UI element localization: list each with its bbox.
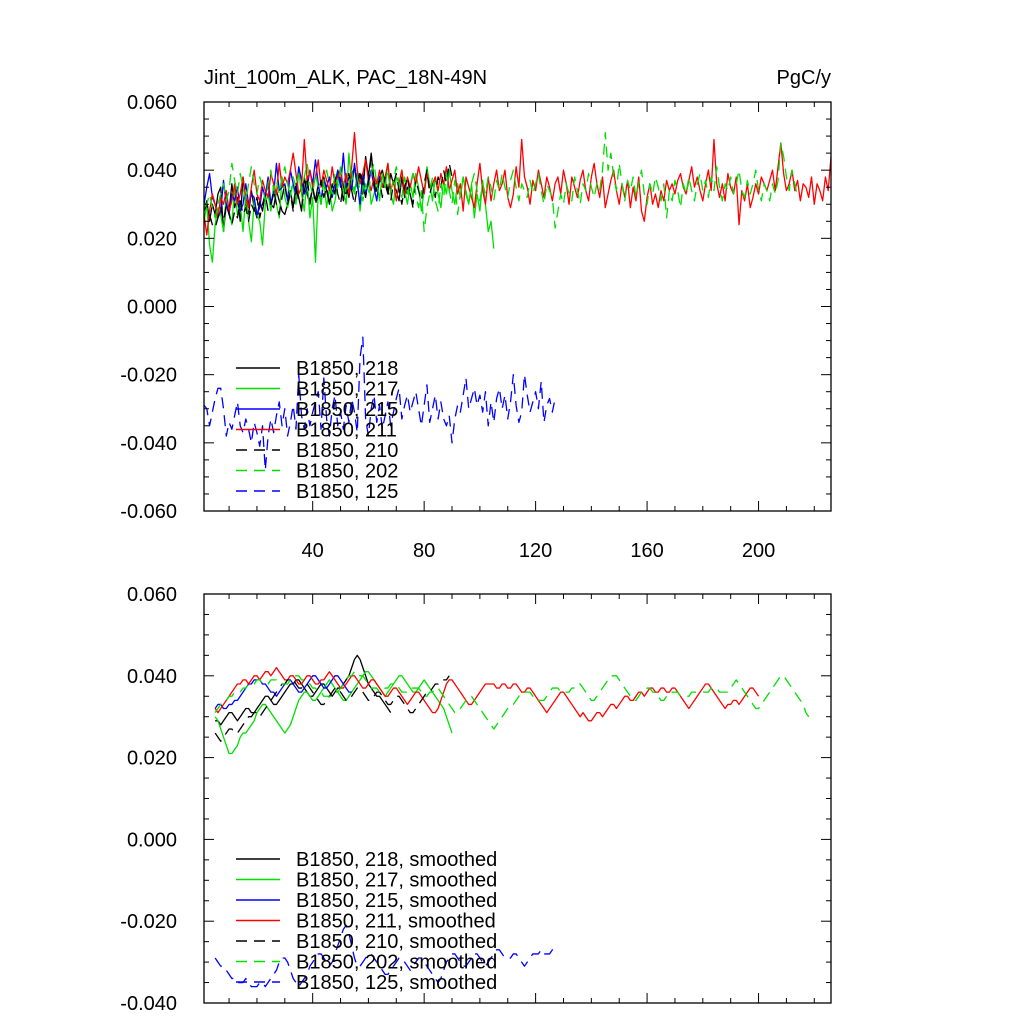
series-line-5 xyxy=(214,675,450,742)
x-tick-label: 120 xyxy=(519,540,552,562)
legend-label: B1850, 218, smoothed xyxy=(296,849,497,871)
x-tick-label: 40 xyxy=(302,540,324,562)
series-line-3 xyxy=(204,152,383,219)
series-line-7 xyxy=(204,336,556,471)
legend-label: B1850, 217 xyxy=(296,379,398,401)
legend-label: B1850, 210, smoothed xyxy=(296,931,497,953)
y-tick-label: -0.020 xyxy=(120,911,177,933)
series-group xyxy=(204,132,831,471)
y-tick-label: 0.060 xyxy=(127,92,177,114)
y-tick-label: -0.020 xyxy=(120,365,177,387)
chart-title-right: PgC/y xyxy=(777,67,831,89)
series-line-6 xyxy=(214,671,810,730)
y-tick-label: 0.020 xyxy=(127,228,177,250)
y-tick-label: 0.000 xyxy=(127,297,177,319)
y-tick-label: 0.020 xyxy=(127,748,177,770)
legend-label: B1850, 210 xyxy=(296,440,398,462)
chart-title-left: Jint_100m_ALK, PAC_18N-49N xyxy=(204,67,487,89)
y-tick-label: -0.040 xyxy=(120,433,177,455)
y-tick-label: 0.060 xyxy=(127,584,177,606)
legend-label: B1850, 202, smoothed xyxy=(296,952,497,974)
series-line-6 xyxy=(204,132,799,233)
series-line-7 xyxy=(214,924,558,988)
legend-label: B1850, 217, smoothed xyxy=(296,870,497,892)
y-tick-label: -0.040 xyxy=(120,993,177,1015)
legend-label: B1850, 202 xyxy=(296,461,398,483)
x-tick-label: 200 xyxy=(742,540,775,562)
legend-label: B1850, 125 xyxy=(296,481,398,503)
x-tick-label: 80 xyxy=(413,540,435,562)
series-group xyxy=(214,654,810,988)
panel-2: -0.040 -0.020 0.000 0.020 0.040 0.060 B1850, 2… xyxy=(120,584,832,1015)
y-tick-label: -0.060 xyxy=(120,501,177,523)
series-line-3 xyxy=(214,675,352,710)
series-line-2 xyxy=(214,671,453,755)
y-tick-label: 0.040 xyxy=(127,160,177,182)
legend-label: B1850, 215, smoothed xyxy=(296,890,497,912)
y-tick-label: 0.040 xyxy=(127,666,177,688)
series-line-4 xyxy=(214,666,760,722)
series-line-1 xyxy=(215,654,392,726)
y-tick-label: 0.000 xyxy=(127,829,177,851)
series-line-5 xyxy=(204,155,453,229)
series-line-2 xyxy=(204,152,495,263)
legend-label: B1850, 125, smoothed xyxy=(296,972,497,994)
legend-label: B1850, 215 xyxy=(296,399,398,421)
legend-label: B1850, 211, smoothed xyxy=(296,911,496,933)
legend-label: B1850, 211 xyxy=(296,420,397,442)
legend-label: B1850, 218 xyxy=(296,358,398,380)
x-tick-label: 160 xyxy=(630,540,663,562)
panel-1: Jint_100m_ALK, PAC_18N-49N PgC/y -0.060 -0.… xyxy=(120,67,832,562)
